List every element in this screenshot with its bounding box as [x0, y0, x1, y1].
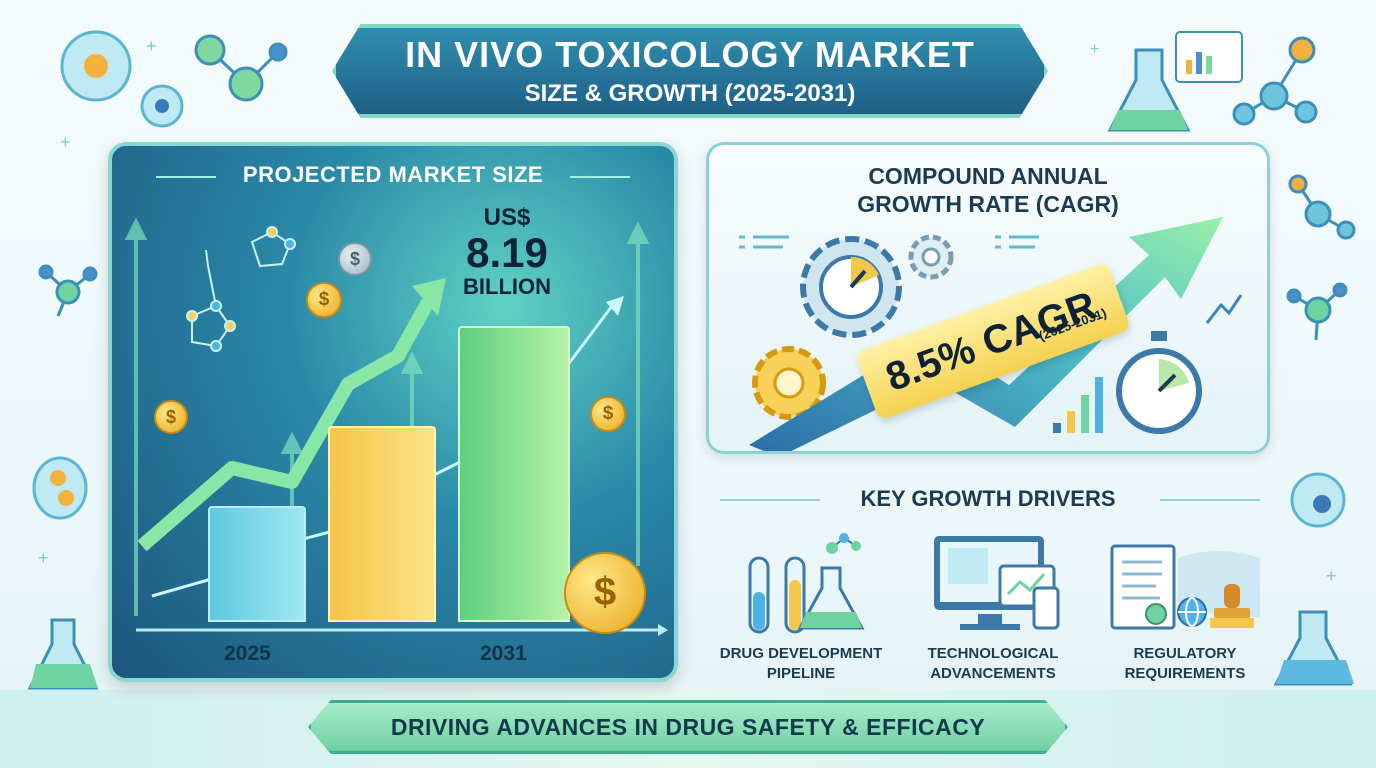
- molecule-icon: [1288, 174, 1356, 240]
- footer-banner: DRIVING ADVANCES IN DRUG SAFETY & EFFICA…: [308, 700, 1068, 754]
- market-value: 8.19: [466, 229, 548, 276]
- heading-divider: [156, 176, 216, 178]
- molecule-icon: [194, 34, 288, 102]
- cagr-art: [739, 217, 1243, 451]
- dollar-coin-icon: $: [590, 396, 626, 432]
- bar-mid: [328, 426, 436, 622]
- molecule-icon: [1232, 36, 1318, 126]
- page-subtitle: SIZE & GROWTH (2025-2031): [524, 80, 856, 107]
- footer-text: DRIVING ADVANCES IN DRUG SAFETY & EFFICA…: [390, 713, 986, 740]
- drivers-divider: [720, 499, 1260, 501]
- gear-icon: [800, 236, 902, 338]
- bar-2025: [208, 506, 306, 622]
- flask-icon: [1273, 610, 1354, 686]
- dollar-coin-icon: $: [338, 242, 372, 276]
- driver-label-line2: REQUIREMENTS: [1124, 665, 1246, 682]
- title-banner: IN VIVO TOXICOLOGY MARKET SIZE & GROWTH …: [332, 24, 1048, 118]
- currency-label: US$: [483, 204, 531, 231]
- gear-icon: [908, 234, 954, 280]
- market-size-panel: PROJECTED MARKET SIZE US$: [108, 142, 678, 682]
- driver-label: REGULATORY REQUIREMENTS: [1090, 644, 1280, 684]
- svg-text:+: +: [1326, 566, 1337, 586]
- driver-regulatory-requirements: REGULATORY REQUIREMENTS: [1090, 528, 1280, 682]
- cell-icon: [60, 30, 132, 102]
- cagr-heading-line2: GROWTH RATE (CAGR): [857, 191, 1119, 217]
- cagr-panel: COMPOUND ANNUAL GROWTH RATE (CAGR): [706, 142, 1270, 454]
- driver-label: TECHNOLOGICAL ADVANCEMENTS: [898, 644, 1088, 684]
- molecule-icon: [38, 264, 98, 317]
- svg-text:+: +: [1090, 41, 1099, 58]
- market-unit: BILLION: [463, 274, 551, 299]
- computer-icon: [934, 536, 1060, 630]
- flask-icon: [1107, 48, 1191, 132]
- driver-label-line2: ADVANCEMENTS: [930, 665, 1056, 682]
- cagr-heading-line1: COMPOUND ANNUAL: [868, 163, 1108, 189]
- svg-text:+: +: [146, 36, 157, 56]
- document-icon: [1110, 544, 1260, 630]
- list-icon: [739, 235, 1039, 249]
- driver-label-line2: PIPELINE: [766, 665, 836, 682]
- driver-label: DRUG DEVELOPMENT PIPELINE: [706, 644, 896, 684]
- drivers-heading: KEY GROWTH DRIVERS: [860, 486, 1116, 511]
- svg-text:+: +: [38, 548, 49, 568]
- driver-label-line1: TECHNOLOGICAL: [927, 645, 1059, 662]
- year-start-label: 2025: [224, 642, 271, 665]
- dollar-coin-icon: $: [564, 552, 646, 634]
- cell-icon: [1290, 472, 1346, 528]
- globe-icon: [1177, 597, 1207, 627]
- mini-bar-chart-icon: [1053, 377, 1103, 433]
- bar-2031: [458, 326, 570, 622]
- driver-label-line1: REGULATORY: [1133, 645, 1237, 662]
- dollar-coin-icon: $: [154, 400, 188, 434]
- page-title: IN VIVO TOXICOLOGY MARKET: [405, 34, 975, 75]
- driver-technological-advancements: TECHNOLOGICAL ADVANCEMENTS: [898, 528, 1088, 682]
- molecule-icon: [1286, 282, 1348, 341]
- stopwatch-icon: [1116, 331, 1202, 434]
- dollar-coin-icon: $: [306, 282, 342, 318]
- flask-icon: [27, 618, 99, 690]
- market-size-heading: PROJECTED MARKET SIZE: [242, 162, 544, 187]
- gear-icon: [752, 346, 826, 420]
- heading-divider: [570, 176, 630, 178]
- svg-text:+: +: [60, 132, 71, 152]
- cell-icon: [140, 84, 184, 128]
- driver-label-line1: DRUG DEVELOPMENT: [719, 645, 883, 662]
- driver-drug-development: DRUG DEVELOPMENT PIPELINE: [706, 528, 896, 682]
- test-tubes-icon: [748, 533, 865, 634]
- market-value-label: US$ 8.19 BILLION: [442, 204, 572, 300]
- chart-window-icon: [1175, 31, 1243, 83]
- cell-icon: [32, 456, 88, 520]
- sparkle-icons: + + + + +: [38, 36, 1337, 586]
- stamp-icon: [1210, 584, 1254, 628]
- molecule-icon: [186, 226, 296, 352]
- year-end-label: 2031: [480, 642, 527, 665]
